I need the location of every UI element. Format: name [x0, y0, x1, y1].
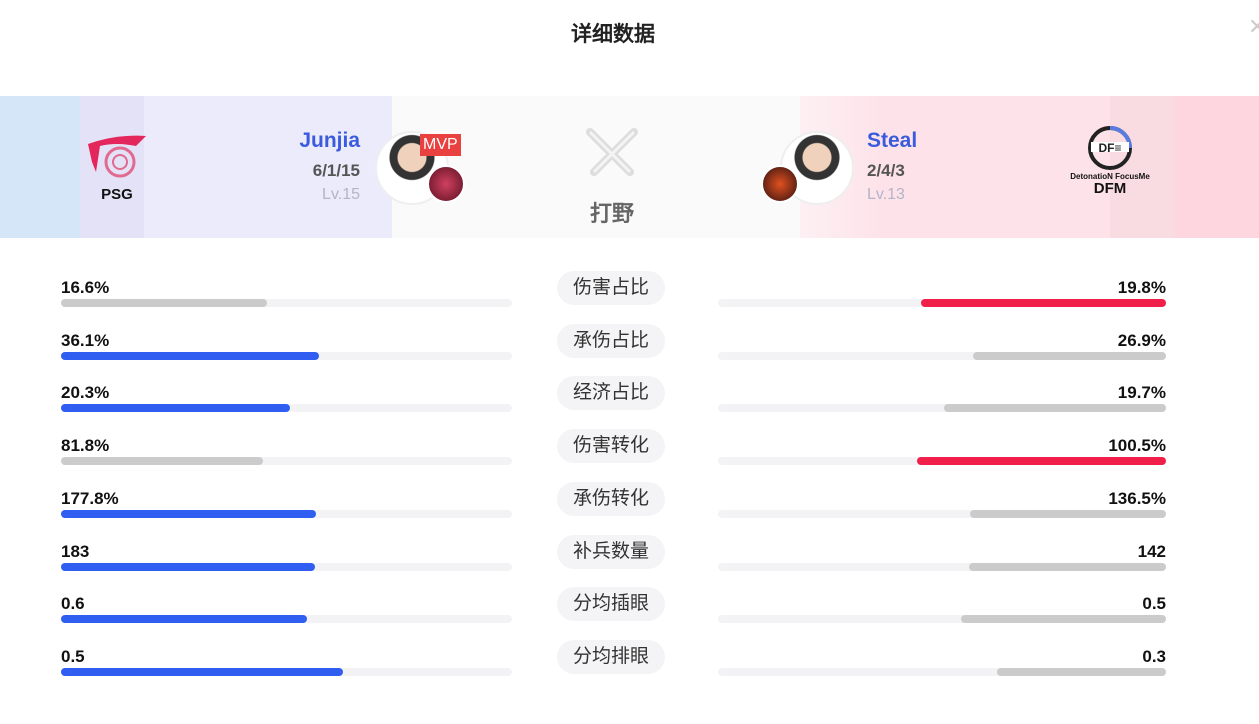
stat-label: 分均插眼: [557, 587, 665, 622]
right-champion-icon: [761, 165, 799, 203]
left-stat-bar: [61, 299, 267, 307]
left-stat-bar: [61, 509, 317, 518]
right-stat-track: [718, 667, 1166, 676]
stat-label: 补兵数量: [557, 534, 665, 569]
mvp-badge: MVP: [420, 134, 461, 156]
right-stat-bar: [917, 457, 1166, 466]
left-stat-track: [61, 667, 512, 676]
stat-row: 20.3% 经济占比 19.7%: [0, 376, 1259, 435]
left-stat-track: [61, 457, 512, 466]
right-player-kda: 2/4/3: [867, 161, 905, 180]
left-stat-bar: [61, 562, 315, 571]
left-player-name[interactable]: Junjia: [299, 129, 360, 152]
right-team-band: [800, 96, 1259, 238]
right-stat-value: 26.9%: [1117, 330, 1166, 350]
right-stat-value: 0.5: [1142, 594, 1166, 614]
left-stat-value: 16.6%: [61, 278, 110, 297]
right-stat-value: 0.3: [1142, 646, 1166, 666]
stat-label: 分均排眼: [557, 639, 665, 674]
right-stat-value: 142: [1137, 541, 1166, 561]
right-player-name[interactable]: Steal: [867, 129, 918, 152]
left-stat-track: [61, 615, 512, 624]
left-stat-bar: [61, 457, 264, 466]
position-label: 打野: [589, 201, 634, 226]
right-stat-bar: [961, 615, 1166, 624]
right-stat-track: [718, 509, 1166, 518]
stat-label: 经济占比: [557, 376, 665, 411]
right-stat-track: [718, 615, 1166, 624]
left-team-band: [0, 96, 392, 238]
right-stat-value: 136.5%: [1108, 488, 1166, 508]
left-stat-value: 183: [61, 541, 90, 561]
psg-logo-icon: [88, 135, 146, 178]
stat-row: 36.1% 承伤占比 26.9%: [0, 323, 1259, 383]
right-team-name: DFM: [1093, 180, 1127, 197]
left-stat-value: 0.5: [61, 646, 85, 666]
stat-row: 0.6 分均插眼 0.5: [0, 587, 1259, 646]
stat-label: 承伤转化: [557, 481, 665, 516]
right-stat-track: [718, 404, 1166, 413]
right-stat-bar: [996, 667, 1166, 676]
stat-row: 177.8% 承伤转化 136.5%: [0, 481, 1259, 541]
right-stat-track: [718, 351, 1166, 360]
left-player-kda: 6/1/15: [312, 161, 360, 180]
right-stat-bar: [920, 299, 1166, 307]
right-stat-bar: [973, 351, 1166, 360]
right-stat-value: 19.7%: [1117, 383, 1166, 403]
right-stat-track: [718, 299, 1166, 307]
page-title: 详细数据: [571, 23, 655, 46]
right-stat-value: 100.5%: [1108, 436, 1166, 456]
left-stat-value: 177.8%: [61, 488, 119, 508]
right-team-subname: DetonatioN FocusMe: [1070, 172, 1150, 181]
left-stat-track: [61, 509, 512, 518]
crossed-swords-icon: [584, 126, 640, 187]
stat-label: 承伤占比: [557, 323, 665, 358]
left-stat-value: 36.1%: [61, 330, 110, 350]
stat-row: 183 补兵数量 142: [0, 534, 1259, 594]
stat-row: 81.8% 伤害转化 100.5%: [0, 429, 1259, 488]
right-stat-track: [718, 457, 1166, 466]
left-stat-track: [61, 299, 512, 307]
left-stat-bar: [61, 667, 343, 676]
left-stat-track: [61, 562, 512, 571]
right-stat-value: 19.8%: [1117, 278, 1166, 297]
dfm-logo-icon: DF≡: [1088, 126, 1132, 170]
left-stat-bar: [61, 615, 307, 624]
stat-row: 16.6% 伤害占比 19.8%: [0, 271, 1259, 330]
left-stat-value: 0.6: [61, 594, 85, 614]
psg-team-logo: PSG: [84, 132, 150, 203]
right-player-level: Lv.13: [867, 186, 905, 203]
stat-row: 0.5 分均排眼 0.3: [0, 639, 1259, 699]
left-stat-bar: [61, 351, 320, 360]
stat-label: 伤害占比: [557, 271, 665, 305]
stat-label: 伤害转化: [557, 429, 665, 464]
left-stat-track: [61, 351, 512, 360]
left-champion-icon: [427, 165, 465, 203]
right-stat-bar: [970, 509, 1166, 518]
right-stat-bar: [943, 404, 1166, 413]
dfm-team-logo: DF≡ DetonatioN FocusMe DFM: [1068, 124, 1152, 197]
left-stat-track: [61, 404, 512, 413]
left-player-level: Lv.15: [322, 186, 360, 203]
svg-text:DF≡: DF≡: [1099, 141, 1122, 155]
left-team-name: PSG: [101, 186, 133, 203]
close-icon[interactable]: ✕: [1248, 14, 1259, 39]
left-stat-value: 81.8%: [61, 436, 110, 456]
right-stat-bar: [968, 562, 1166, 571]
right-stat-track: [718, 562, 1166, 571]
left-stat-bar: [61, 404, 290, 413]
left-stat-value: 20.3%: [61, 383, 110, 403]
